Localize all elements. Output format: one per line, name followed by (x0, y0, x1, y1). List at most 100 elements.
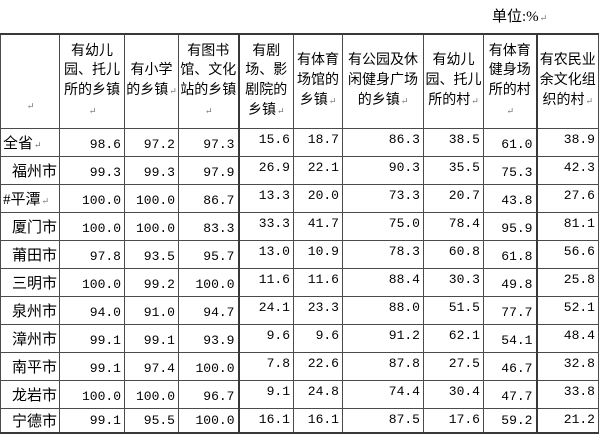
value-cell: 35.5 (423, 155, 484, 185)
value-cell: 94.7 (178, 295, 240, 325)
table-row: 福州市↵99.399.397.926.922.190.335.575.342.3 (0, 155, 599, 185)
row-label-text: 南平市 (12, 359, 58, 376)
value-cell: 100.0 (59, 211, 125, 241)
row-label-text: 莆田市 (12, 247, 58, 264)
row-label-text: 漳州市 (12, 331, 58, 348)
paragraph-mark-icon: ↵ (58, 280, 59, 290)
value-cell: 87.8 (342, 351, 424, 381)
column-header-label: 有体育场馆的乡镇 (297, 53, 339, 109)
row-label: 泉州市↵ (0, 295, 60, 325)
value-cell: 43.8 (483, 183, 538, 213)
facilities-statistics-table: ↵ 有幼儿园、托儿所的乡镇↵ 有小学的乡镇↵ 有图书馆、文化站的乡镇↵ 有剧场、影剧院的… (0, 33, 599, 434)
value-cell: 60.8 (423, 239, 484, 269)
column-header: 有体育健身场所的村 ↵ (483, 33, 538, 129)
column-header-label: 有农民业余文化组织的村 (539, 53, 596, 109)
value-cell: 95.5 (124, 407, 179, 434)
value-cell: 86.7 (178, 183, 240, 213)
value-cell: 24.8 (293, 379, 343, 409)
value-cell: 16.1 (293, 407, 343, 434)
paragraph-mark-icon: ↵ (58, 168, 59, 178)
value-cell: 38.9 (536, 127, 599, 157)
value-cell: 22.1 (293, 155, 343, 185)
value-cell: 95.7 (178, 239, 240, 269)
unit-label: 单位:%↵ (492, 5, 547, 26)
paragraph-mark-icon: ↵ (58, 418, 59, 428)
column-header: 有幼儿园、托儿所的乡镇 ↵ (59, 33, 125, 129)
value-cell: 48.4 (536, 323, 599, 353)
value-cell: 99.3 (124, 155, 179, 185)
paragraph-mark-icon: ↵ (58, 336, 59, 346)
value-cell: 99.1 (59, 323, 125, 353)
row-label-text: #平潭 (3, 191, 41, 208)
value-cell: 16.1 (238, 407, 294, 434)
value-cell: 91.2 (342, 323, 424, 353)
column-header: 有体育场馆的乡镇↵ (293, 33, 343, 129)
value-cell: 100.0 (59, 379, 125, 409)
value-cell: 23.3 (293, 295, 343, 325)
value-cell: 49.8 (483, 267, 538, 297)
value-cell: 97.3 (178, 127, 240, 157)
column-header-label: 有幼儿园、托儿所的村 (425, 53, 482, 109)
value-cell: 9.1 (238, 379, 294, 409)
row-label: 三明市↵ (0, 267, 60, 297)
paragraph-mark-icon: ↵ (41, 195, 50, 206)
value-cell: 33.8 (536, 379, 599, 409)
paragraph-mark-icon: ↵ (506, 106, 515, 117)
value-cell: 93.9 (178, 323, 240, 353)
value-cell: 91.0 (124, 295, 179, 325)
paragraph-mark-icon: ↵ (26, 100, 35, 111)
value-cell: 100.0 (178, 267, 240, 297)
table-row: #平潭↵ 100.0 100.0 86.7 13.3 20.0 73.3 20.7 43.8 27… (0, 183, 599, 213)
value-cell: 78.4 (423, 211, 484, 241)
row-label: 南平市↵ (0, 351, 60, 381)
paragraph-mark-icon: ↵ (204, 106, 213, 117)
row-label-text: 三明市 (12, 275, 58, 292)
value-cell: 47.7 (483, 379, 538, 409)
value-cell: 100.0 (124, 183, 179, 213)
paragraph-mark-icon: ↵ (585, 96, 594, 107)
value-cell: 100.0 (178, 351, 240, 381)
table-row: 厦门市↵100.0100.083.333.341.775.078.495.981… (0, 211, 599, 241)
value-cell: 86.3 (342, 127, 424, 157)
value-cell: 10.9 (293, 239, 343, 269)
value-cell: 21.2 (536, 407, 599, 434)
value-cell: 15.6 (238, 127, 294, 157)
value-cell: 90.3 (342, 155, 424, 185)
value-cell: 27.5 (423, 351, 484, 381)
table-header: ↵ 有幼儿园、托儿所的乡镇↵ 有小学的乡镇↵ 有图书馆、文化站的乡镇↵ 有剧场、影剧院的… (0, 33, 599, 129)
paragraph-mark-icon: ↵ (58, 224, 59, 234)
paragraph-mark-icon: ↵ (88, 106, 97, 117)
row-label: 全省↵ (0, 127, 60, 157)
header-row: ↵ 有幼儿园、托儿所的乡镇↵ 有小学的乡镇↵ 有图书馆、文化站的乡镇↵ 有剧场、影剧院的… (0, 33, 599, 129)
value-cell: 51.5 (423, 295, 484, 325)
value-cell: 97.9 (178, 155, 240, 185)
value-cell: 78.3 (342, 239, 424, 269)
table-row: 全省↵ 98.6 97.2 97.3 15.6 18.7 86.3 38.5 61.0 38.9 (0, 127, 599, 157)
corner-cell: ↵ (0, 33, 60, 129)
value-cell: 9.6 (238, 323, 294, 353)
row-label-text: 厦门市 (12, 219, 58, 236)
value-cell: 59.2 (483, 407, 538, 434)
value-cell: 46.7 (483, 351, 538, 381)
value-cell: 97.4 (124, 351, 179, 381)
value-cell: 100.0 (124, 379, 179, 409)
column-header-label: 有公园及休闲健身广场的乡镇 (348, 53, 418, 109)
value-cell: 100.0 (59, 183, 125, 213)
value-cell: 20.7 (423, 183, 484, 213)
paragraph-mark-icon: ↵ (276, 106, 285, 117)
table-row: 漳州市↵99.199.193.99.69.691.262.154.148.4 (0, 323, 599, 353)
paragraph-mark-icon: ↵ (58, 392, 59, 402)
value-cell: 56.6 (536, 239, 599, 269)
row-label: 龙岩市↵ (0, 379, 60, 409)
table-row: 三明市↵100.099.2100.011.611.688.430.349.825… (0, 267, 599, 297)
value-cell: 88.0 (342, 295, 424, 325)
value-cell: 100.0 (124, 211, 179, 241)
column-header: 有幼儿园、托儿所的村↵ (423, 33, 484, 129)
row-label: 漳州市↵ (0, 323, 60, 353)
value-cell: 18.7 (293, 127, 343, 157)
value-cell: 41.7 (293, 211, 343, 241)
column-header-label: 有小学的乡镇 (126, 63, 173, 99)
value-cell: 87.5 (342, 407, 424, 434)
